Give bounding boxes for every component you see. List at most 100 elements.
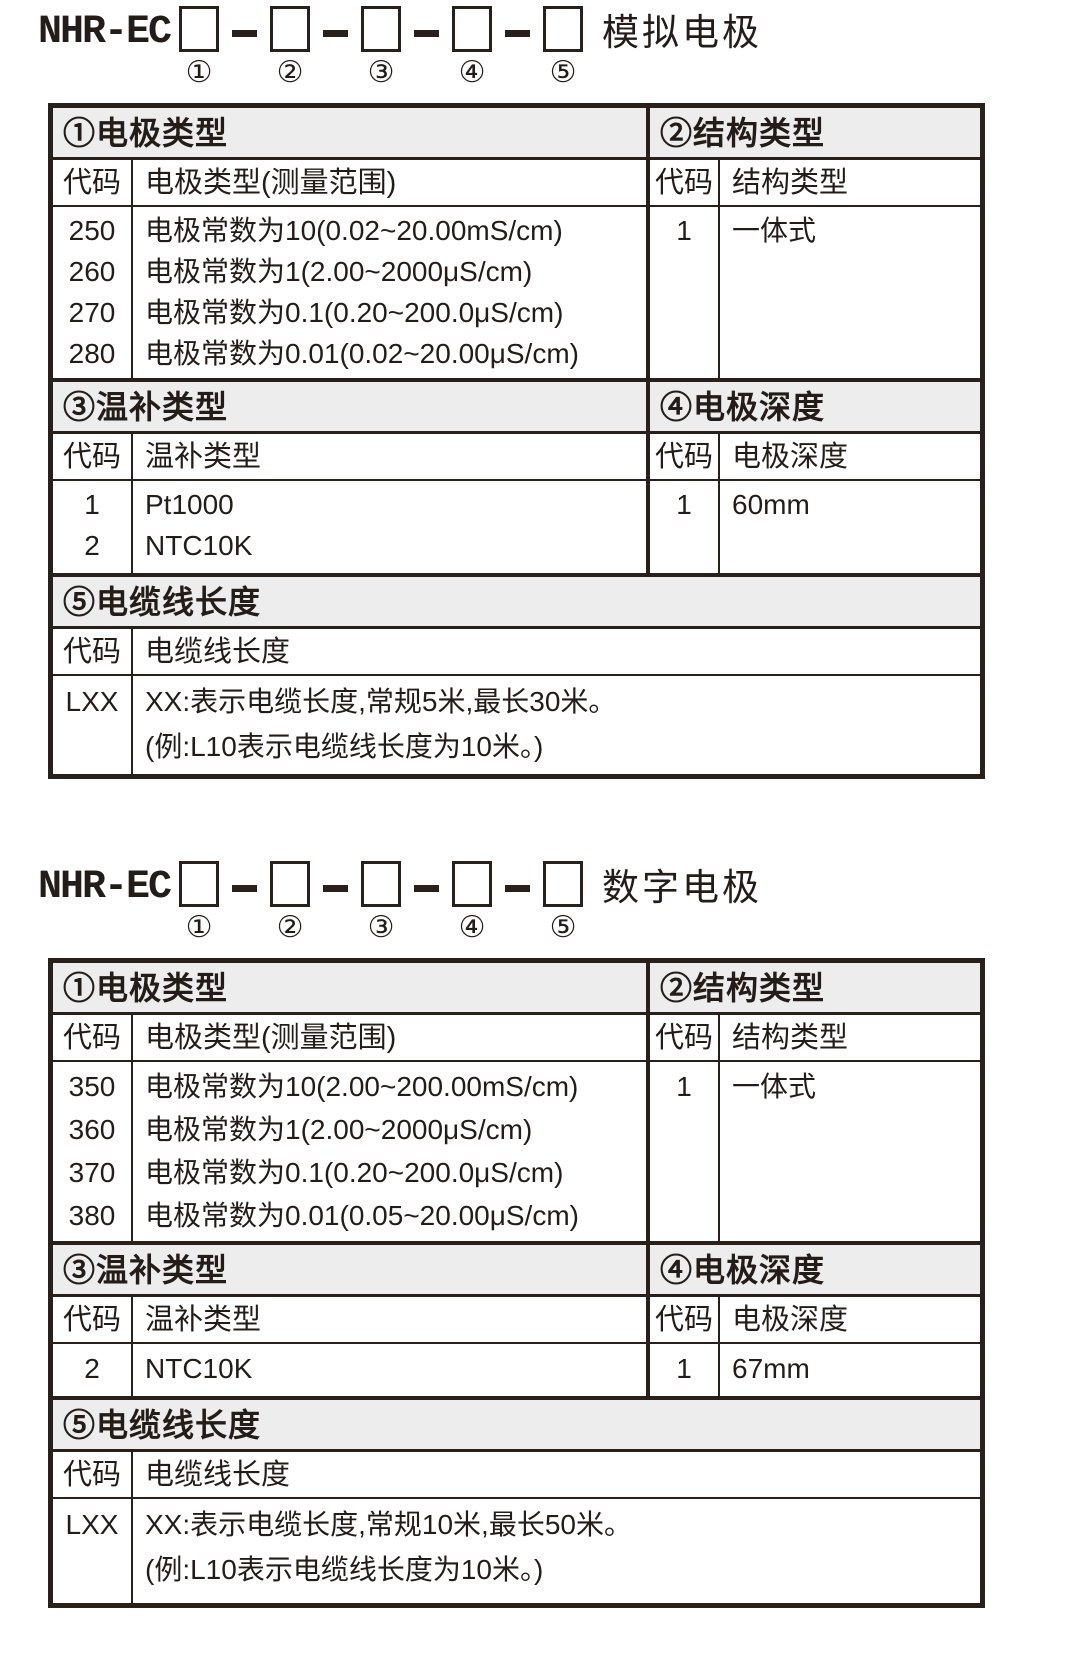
model-prefix: NHR-EC [38,865,172,910]
col-header-code: 代码 [53,434,133,479]
analog-row-section-5: ⑤电缆线长度 代码 电缆线长度 LXX XX:表示电缆长度,常规5米,最长30米… [53,573,980,774]
desc-cell: 67mm [732,1353,810,1384]
model-box [270,861,311,907]
code-cell: 1 [676,1071,692,1102]
desc-cell: 电极常数为10(0.02~20.00mS/cm) [145,215,563,246]
desc-cell: 一体式 [732,215,817,246]
model-suffix: 数字电极 [602,867,763,908]
section-header: 代码 结构类型 [650,1015,980,1062]
section-header: 代码 电极深度 [650,1297,980,1344]
code-cell: 280 [68,338,116,369]
circled-number: ④ [458,911,486,944]
desc-column: 60mm [720,481,980,573]
col-header-desc: 结构类型 [732,1022,849,1054]
desc-column: Pt1000 NTC10K [133,481,646,573]
col-header-code: 代码 [650,1297,720,1342]
desc-cell: 电极常数为10(2.00~200.00mS/cm) [145,1071,579,1102]
section-body: 1 一体式 [650,1062,980,1241]
circled-number: ① [185,911,213,944]
dash-separator [505,885,531,892]
col-header-desc: 温补类型 [145,441,262,473]
section-gap [0,779,1080,861]
col-header-code: 代码 [650,434,720,479]
section-title: ③温补类型 [53,382,646,434]
code-column: LXX [53,1499,133,1603]
section-header: 代码 结构类型 [650,160,980,207]
desc-cell: NTC10K [145,530,253,561]
code-cell: 380 [68,1200,116,1231]
digital-section-5: ⑤电缆线长度 代码 电缆线长度 LXX XX:表示电缆长度,常规10米,最长50… [53,1400,980,1603]
model-box [361,861,402,907]
section-body: 1 2 Pt1000 NTC10K [53,481,646,573]
analog-section-4: ④电极深度 代码 电极深度 1 60mm [650,382,980,573]
col-header-desc: 电极类型(测量范围) [145,167,397,199]
analog-row-sections-1-2: ①电极类型 代码 电极类型(测量范围) 250 260 270 280 电极常数… [53,108,980,378]
digital-row-sections-1-2: ①电极类型 代码 电极类型(测量范围) 350 360 370 380 电极常数… [53,963,980,1241]
desc-cell: 一体式 [732,1071,817,1102]
code-cell: 2 [84,530,100,561]
model-segment-2: ② [267,861,313,945]
digital-spec-table: ①电极类型 代码 电极类型(测量范围) 350 360 370 380 电极常数… [48,958,985,1608]
model-segment-5: ⑤ [540,6,586,90]
model-prefix: NHR-EC [38,10,172,55]
section-title: ①电极类型 [53,963,646,1015]
circled-number: ③ [367,56,395,89]
analog-section-5: ⑤电缆线长度 代码 电缆线长度 LXX XX:表示电缆长度,常规5米,最长30米… [53,577,980,774]
code-column: 1 [650,481,720,573]
col-header-code: 代码 [53,160,133,205]
col-header-code: 代码 [650,1015,720,1060]
digital-section-4: ④电极深度 代码 电极深度 1 67mm [650,1245,980,1396]
section-title: ②结构类型 [650,963,980,1015]
circled-number: ② [276,911,304,944]
digital-section-1: ①电极类型 代码 电极类型(测量范围) 350 360 370 380 电极常数… [53,963,650,1241]
section-header: 代码 温补类型 [53,434,646,481]
dash-separator [414,30,440,37]
model-segment-3: ③ [358,861,404,945]
circled-number: ① [185,56,213,89]
model-segment-3: ③ [358,6,404,90]
section-body: 1 60mm [650,481,980,573]
digital-row-sections-3-4: ③温补类型 代码 温补类型 2 NTC10K ④电极深度 代码 [53,1241,980,1396]
section-title: ⑤电缆线长度 [53,577,980,629]
model-boxes-group: ① ② ③ ④ ⑤ [176,6,586,90]
desc-cell: Pt1000 [145,489,234,520]
col-header-desc: 电极类型(测量范围) [145,1022,397,1054]
code-cell: 250 [68,215,116,246]
col-header-code: 代码 [53,1297,133,1342]
desc-column: 67mm [720,1344,980,1396]
code-cell: 370 [68,1157,116,1188]
desc-column: XX:表示电缆长度,常规5米,最长30米。 (例:L10表示电缆线长度为10米。… [133,676,980,774]
dash-separator [232,885,258,892]
model-box [543,6,584,52]
desc-column: NTC10K [133,1344,646,1396]
desc-cell: 电极常数为0.01(0.02~20.00μS/cm) [145,338,579,369]
analog-spec-table: ①电极类型 代码 电极类型(测量范围) 250 260 270 280 电极常数… [48,103,985,779]
digital-section-2: ②结构类型 代码 结构类型 1 一体式 [650,963,980,1241]
desc-column: XX:表示电缆长度,常规10米,最长50米。 (例:L10表示电缆线长度为10米… [133,1499,980,1603]
code-cell: 350 [68,1071,116,1102]
model-segment-2: ② [267,6,313,90]
code-column: 350 360 370 380 [53,1062,133,1241]
code-column: 250 260 270 280 [53,207,133,378]
model-segment-1: ① [176,6,222,90]
code-cell: 1 [676,1353,692,1384]
code-column: 1 [650,1344,720,1396]
desc-cell: 电极常数为0.01(0.05~20.00μS/cm) [145,1200,579,1231]
code-cell: 2 [84,1353,100,1384]
desc-cell: XX:表示电缆长度,常规10米,最长50米。 [145,1509,632,1540]
col-header-desc: 电缆线长度 [145,636,291,668]
section-title: ④电极深度 [650,1245,980,1297]
circled-number: ③ [367,911,395,944]
col-header-code: 代码 [650,160,720,205]
code-column: 1 2 [53,481,133,573]
code-column: 2 [53,1344,133,1396]
col-header-desc: 电极深度 [732,1304,849,1336]
code-cell: 260 [68,256,116,287]
section-body: 250 260 270 280 电极常数为10(0.02~20.00mS/cm)… [53,207,646,378]
section-body: LXX XX:表示电缆长度,常规5米,最长30米。 (例:L10表示电缆线长度为… [53,676,980,774]
model-box [452,6,493,52]
analog-section-1: ①电极类型 代码 电极类型(测量范围) 250 260 270 280 电极常数… [53,108,650,378]
code-cell: 1 [676,489,692,520]
code-cell: 1 [676,215,692,246]
code-column: 1 [650,207,720,378]
